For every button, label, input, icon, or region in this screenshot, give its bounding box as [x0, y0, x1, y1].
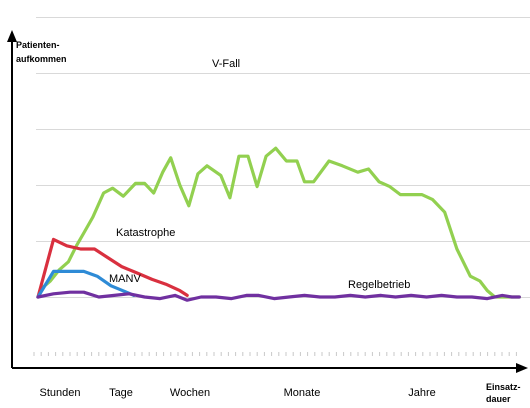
x-tick-label: Stunden — [40, 387, 81, 399]
axes — [7, 30, 528, 373]
x-tick-label: Jahre — [408, 387, 436, 399]
x-axis-arrowhead — [516, 363, 528, 373]
series-line-v-fall — [36, 146, 521, 299]
series-label-manv: MANV — [109, 273, 141, 285]
labels-group: V-Fall Katastrophe MANV Regelbetrieb Stunden… — [16, 40, 521, 404]
x-tick-label: Tage — [109, 387, 133, 399]
x-minor-ticks — [33, 352, 517, 356]
series-line-regelbetrieb — [36, 290, 521, 302]
x-tick-label: Monate — [284, 387, 321, 399]
x-tick-label: Wochen — [170, 387, 210, 399]
series-group — [36, 146, 521, 302]
series-label-regelbetrieb: Regelbetrieb — [348, 279, 410, 291]
y-axis-arrowhead — [7, 30, 17, 42]
series-label-katastrophe: Katastrophe — [116, 227, 175, 239]
x-axis-title: Einsatz-dauer — [486, 382, 521, 404]
y-axis-title: Patienten-aufkommen — [16, 40, 67, 64]
series-label-v-fall: V-Fall — [212, 58, 240, 70]
series-line-manv — [36, 269, 136, 299]
series-line-katastrophe — [36, 237, 189, 299]
